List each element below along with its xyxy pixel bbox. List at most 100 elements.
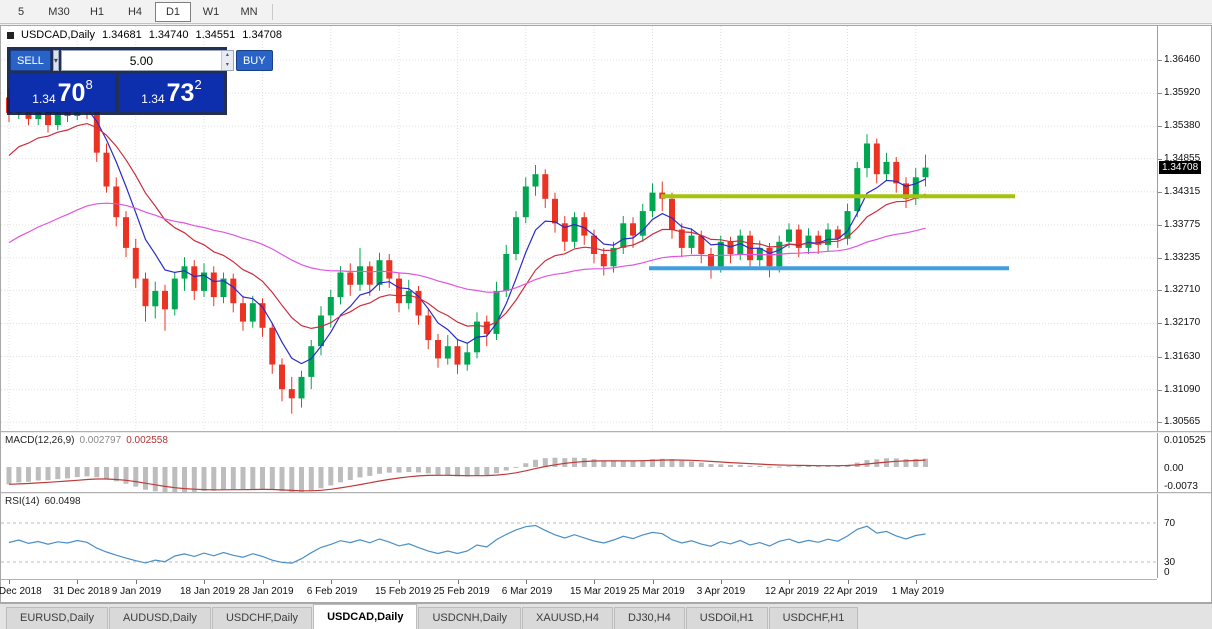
- date-tick: [204, 580, 205, 584]
- ohlc-low: 1.34551: [195, 29, 236, 41]
- sell-price-sup: 8: [85, 77, 93, 92]
- date-label: 9 Jan 2019: [111, 586, 162, 597]
- tab-eurusd-daily[interactable]: EURUSD,Daily: [6, 607, 108, 629]
- buy-price-display[interactable]: 1.34 73 2: [119, 74, 224, 112]
- ohlc-close: 1.34708: [242, 29, 283, 41]
- tab-xauusd-h4[interactable]: XAUUSD,H4: [522, 607, 613, 629]
- macd-pane[interactable]: [1, 433, 1157, 492]
- sell-price-display[interactable]: 1.34 70 8: [10, 74, 115, 112]
- price-axis[interactable]: 1.36460 1.35920 1.35380 1.34855 1.34315 1.337…: [1157, 26, 1211, 431]
- main-chart[interactable]: [1, 26, 1157, 431]
- macd-axis-label: 0.010525: [1164, 435, 1206, 447]
- buy-price-sup: 2: [194, 77, 202, 92]
- macd-main-value: 0.002797: [79, 435, 122, 446]
- sell-price-pips: 70: [57, 79, 86, 107]
- date-tick: [525, 580, 527, 584]
- price-axis-tick: [1158, 60, 1162, 61]
- date-label: 28 Jan 2019: [238, 586, 294, 597]
- date-tick: [262, 580, 264, 584]
- price-axis-tick: [1158, 126, 1162, 128]
- chart-symbol: USDCAD,Daily: [21, 29, 95, 41]
- date-label: 25 Mar 2019: [628, 586, 685, 597]
- sell-price-main: 1.34: [32, 92, 56, 106]
- date-label: 1 May 2019: [891, 586, 945, 597]
- tab-audusd-daily[interactable]: AUDUSD,Daily: [108, 607, 211, 629]
- price-axis-tick: [1158, 158, 1162, 160]
- rsi-axis-label: 70: [1164, 518, 1176, 529]
- price-axis-label: 1.30565: [1164, 416, 1201, 427]
- date-label: 18 Jan 2019: [180, 586, 236, 597]
- date-tick: [652, 580, 654, 584]
- rsi-value: 60.0498: [44, 496, 81, 507]
- volume-dropdown-button[interactable]: ▾: [52, 50, 59, 71]
- buy-button[interactable]: BUY: [235, 50, 273, 71]
- date-tick: [77, 580, 79, 584]
- pane-separator-rsi[interactable]: [1, 492, 1211, 494]
- macd-axis[interactable]: 0.010525 0.00 -0.0073: [1157, 433, 1211, 492]
- date-tick: [847, 580, 849, 584]
- sell-button[interactable]: SELL: [10, 50, 51, 71]
- toolbar-separator: [272, 3, 273, 20]
- price-axis-tick: [1158, 224, 1162, 226]
- price-axis-label: 1.33775: [1164, 218, 1201, 230]
- date-tick: [330, 580, 332, 584]
- timeframe-button-d1[interactable]: D1: [155, 1, 191, 22]
- price-axis-tick: [1158, 290, 1162, 292]
- price-axis-tick: [1158, 389, 1162, 391]
- volume-box: ▴ ▾: [60, 50, 234, 71]
- macd-signal-value: 0.002558: [126, 435, 168, 446]
- date-tick: [457, 580, 459, 584]
- price-axis-label: 1.32710: [1164, 284, 1201, 296]
- rsi-indicator-label: RSI(14) 60.0498: [5, 496, 81, 507]
- price-axis-tick: [1158, 422, 1162, 423]
- timeframe-button-w1[interactable]: W1: [202, 5, 220, 18]
- rsi-pane[interactable]: [1, 494, 1157, 578]
- timeframe-button-mn[interactable]: MN: [240, 5, 258, 18]
- price-axis-tick: [1158, 191, 1162, 193]
- timeframe-button-h4[interactable]: H4: [127, 5, 143, 18]
- chart-icon: [7, 31, 14, 39]
- date-tick: [594, 580, 595, 584]
- pane-separator-macd[interactable]: [1, 431, 1211, 433]
- volume-input[interactable]: [61, 51, 221, 70]
- date-tick: [399, 580, 400, 584]
- one-click-trading-panel: SELL ▾ ▴ ▾ BUY 1.34 70 8: [7, 47, 273, 115]
- price-axis-label: 1.36460: [1164, 54, 1201, 65]
- rsi-axis[interactable]: 70 30 0: [1157, 494, 1211, 578]
- buy-price-main: 1.34: [141, 92, 165, 106]
- volume-decrease-button[interactable]: ▾: [221, 60, 233, 70]
- date-tick: [135, 580, 137, 584]
- timeframe-button-m30[interactable]: M30: [48, 5, 70, 18]
- rsi-axis-label: 0: [1164, 567, 1170, 578]
- tab-usdchf-daily[interactable]: USDCHF,Daily: [211, 607, 313, 629]
- trade-controls-row: SELL ▾ ▴ ▾ BUY: [10, 50, 273, 71]
- price-axis-label: 1.31090: [1164, 383, 1201, 395]
- price-axis-label: 1.35920: [1164, 87, 1201, 99]
- tab-dj30-h4[interactable]: DJ30,H4: [614, 607, 685, 629]
- date-label: 12 Apr 2019: [765, 586, 819, 597]
- chart-window: USDCAD,Daily 1.34681 1.34740 1.34551 1.3…: [0, 25, 1212, 603]
- tab-usdchf-h1[interactable]: USDCHF,H1: [768, 607, 859, 629]
- tab-usdoil-h1[interactable]: USDOil,H1: [685, 607, 768, 629]
- date-label: 21 Dec 2018: [0, 586, 42, 597]
- price-axis-label: 1.33235: [1164, 252, 1201, 264]
- price-axis-label: 1.34315: [1164, 185, 1201, 197]
- timeframe-button-5[interactable]: 5: [17, 5, 25, 18]
- chevron-down-icon: ▾: [53, 56, 58, 65]
- date-label: 31 Dec 2018: [53, 586, 110, 597]
- tab-usdcad-daily[interactable]: USDCAD,Daily: [313, 604, 418, 629]
- date-label: 6 Feb 2019: [306, 586, 358, 597]
- timeframe-toolbar: 5 M30 H1 H4 D1 W1 MN: [0, 0, 1212, 24]
- price-axis-tick: [1158, 258, 1162, 260]
- rsi-axis-label: 30: [1164, 557, 1176, 568]
- macd-axis-label: -0.0073: [1164, 481, 1198, 492]
- date-label: 22 Apr 2019: [823, 586, 878, 597]
- volume-increase-button[interactable]: ▴: [221, 51, 233, 61]
- macd-indicator-label: MACD(12,26,9) 0.002797 0.002558: [5, 435, 168, 446]
- timeframe-button-h1[interactable]: H1: [89, 5, 105, 18]
- price-axis-label: 1.31630: [1164, 350, 1201, 362]
- price-axis-tick: [1158, 323, 1162, 325]
- tab-usdcnh-daily[interactable]: USDCNH,Daily: [418, 607, 522, 629]
- macd-axis-label: 0.00: [1164, 463, 1184, 474]
